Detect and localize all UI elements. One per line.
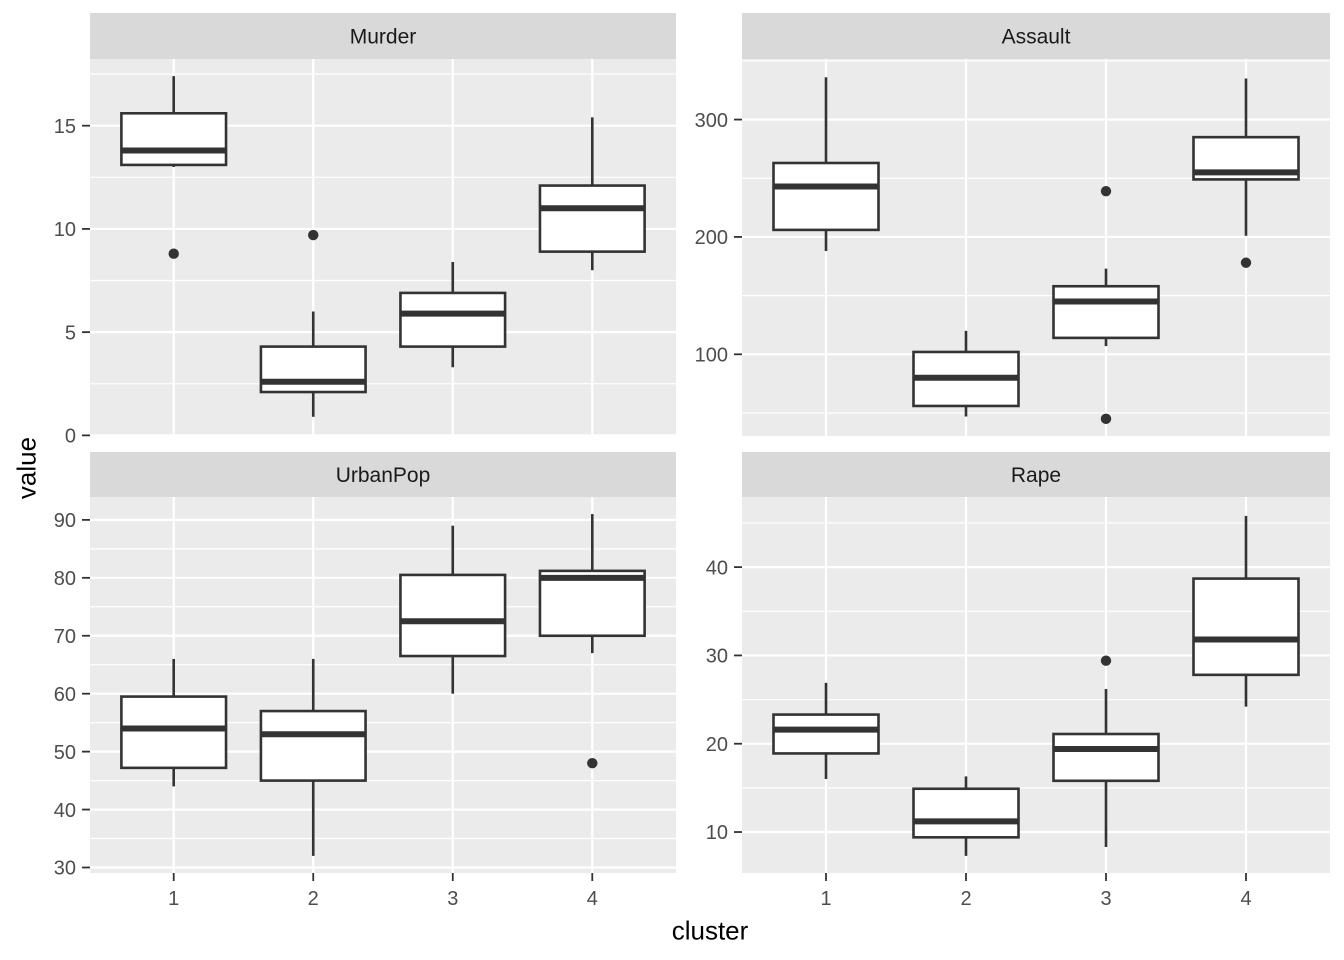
panel-background (742, 59, 1330, 436)
facet-strip (90, 13, 676, 59)
facet-strip-label: UrbanPop (336, 464, 431, 487)
boxplot-Murder-cluster-4 (538, 117, 646, 271)
box-iqr (772, 713, 880, 755)
y-tick-label: 30 (706, 646, 728, 668)
boxplot-UrbanPop-cluster-2 (259, 658, 367, 856)
boxplot-Rape-cluster-3 (1052, 655, 1160, 848)
box-iqr (259, 709, 367, 782)
boxplot-Murder-cluster-1 (120, 76, 228, 259)
x-tick-label: 3 (447, 888, 458, 910)
y-tick-label: 0 (65, 426, 76, 448)
panel-background (90, 497, 676, 873)
y-tick-label: 80 (54, 568, 76, 590)
boxplot-Rape-cluster-1 (772, 682, 880, 780)
y-tick-label: 50 (54, 742, 76, 764)
box-iqr (1052, 732, 1160, 783)
boxplot-Assault-cluster-2 (912, 330, 1020, 417)
box-iqr (1052, 284, 1160, 340)
x-tick-label: 2 (308, 888, 319, 910)
facet-strip (90, 452, 676, 497)
facet-Rape: Rape 10 20 30 40 1 2 3 4 (706, 452, 1330, 910)
facet-UrbanPop: UrbanPop 30 40 50 60 70 80 90 1 2 3 4 (54, 452, 676, 910)
y-tick-label: 60 (54, 684, 76, 706)
x-tick-label: 4 (1240, 888, 1251, 910)
y-tick-label: 10 (706, 822, 728, 844)
y-tick-label: 100 (695, 345, 728, 367)
y-tick-label: 40 (706, 557, 728, 579)
boxplot-Rape-cluster-2 (912, 776, 1020, 856)
boxplot-Assault-cluster-4 (1192, 78, 1300, 268)
y-tick-label: 300 (695, 110, 728, 132)
facet-strip-label: Murder (350, 26, 417, 49)
y-tick-label: 200 (695, 227, 728, 249)
x-tick-label: 1 (820, 888, 831, 910)
boxplot-UrbanPop-cluster-3 (399, 525, 507, 694)
boxplot-Assault-cluster-1 (772, 77, 880, 252)
box-iqr (399, 291, 507, 348)
outlier-point (308, 229, 319, 241)
y-tick-label: 15 (54, 116, 76, 138)
box-iqr (538, 569, 646, 638)
y-axis-title: value (11, 436, 42, 500)
facet-Assault: Assault 100 200 300 (695, 13, 1330, 436)
outlier-point (1100, 655, 1112, 666)
outlier-point (1100, 185, 1112, 197)
outlier-point (1100, 413, 1112, 425)
panel-background (742, 497, 1330, 873)
y-tick-label: 5 (65, 322, 76, 344)
outlier-point (587, 758, 598, 769)
y-tick-label: 40 (54, 800, 76, 822)
box-iqr (120, 695, 228, 770)
y-tick-label: 70 (54, 626, 76, 648)
boxplot-Rape-cluster-4 (1192, 515, 1300, 707)
facet-strip-label: Assault (1002, 26, 1071, 49)
box-iqr (538, 184, 646, 253)
x-tick-label: 1 (168, 888, 179, 910)
outlier-point (168, 248, 179, 259)
box-iqr (772, 161, 880, 232)
box-iqr (1192, 577, 1300, 677)
x-tick-label: 4 (587, 888, 598, 910)
y-tick-label: 90 (54, 510, 76, 532)
x-tick-label: 2 (960, 888, 971, 910)
boxplot-UrbanPop-cluster-4 (538, 514, 646, 769)
x-axis-title: cluster (671, 915, 749, 946)
outlier-point (1240, 257, 1252, 268)
box-iqr (259, 345, 367, 394)
boxplot-Murder-cluster-2 (259, 229, 367, 417)
facet-strip-label: Rape (1011, 464, 1061, 487)
x-tick-label: 3 (1100, 888, 1111, 910)
box-iqr (912, 787, 1020, 839)
box-iqr (120, 111, 228, 167)
facet-Murder: Murder 0 5 10 15 (54, 13, 676, 448)
y-tick-label: 30 (54, 858, 76, 880)
y-tick-label: 10 (54, 219, 76, 241)
box-iqr (399, 573, 507, 658)
boxplot-Assault-cluster-3 (1052, 185, 1160, 425)
boxplot-Murder-cluster-3 (399, 261, 507, 368)
boxplot-UrbanPop-cluster-1 (120, 658, 228, 787)
facet-strip (742, 13, 1330, 59)
facet-strip (742, 452, 1330, 497)
y-tick-label: 20 (706, 734, 728, 756)
